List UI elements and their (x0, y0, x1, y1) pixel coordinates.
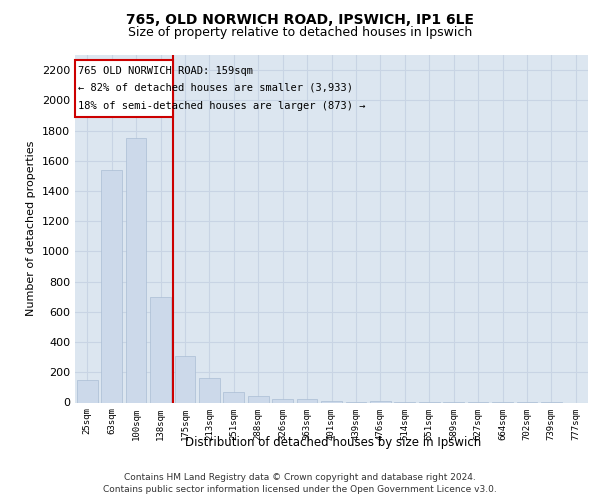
Bar (370, 401, 391, 402)
Bar (125, 138, 146, 402)
Bar (248, 396, 269, 402)
Text: ← 82% of detached houses are smaller (3,933): ← 82% of detached houses are smaller (3,… (79, 83, 353, 93)
Text: Distribution of detached houses by size in Ipswich: Distribution of detached houses by size … (185, 436, 481, 449)
Bar (101, 170, 122, 402)
Bar (150, 296, 171, 403)
Bar (321, 401, 342, 402)
Bar (296, 400, 317, 402)
Text: Size of property relative to detached houses in Ipswich: Size of property relative to detached ho… (128, 26, 472, 39)
Bar (199, 378, 220, 402)
FancyBboxPatch shape (76, 60, 173, 117)
Text: Contains HM Land Registry data © Crown copyright and database right 2024.: Contains HM Land Registry data © Crown c… (124, 473, 476, 482)
Text: 18% of semi-detached houses are larger (873) →: 18% of semi-detached houses are larger (… (79, 101, 366, 111)
Bar (77, 380, 98, 402)
Bar (272, 398, 293, 402)
Text: 765, OLD NORWICH ROAD, IPSWICH, IP1 6LE: 765, OLD NORWICH ROAD, IPSWICH, IP1 6LE (126, 12, 474, 26)
Text: 765 OLD NORWICH ROAD: 159sqm: 765 OLD NORWICH ROAD: 159sqm (79, 66, 253, 76)
Bar (223, 392, 244, 402)
Bar (175, 356, 196, 403)
Text: Contains public sector information licensed under the Open Government Licence v3: Contains public sector information licen… (103, 484, 497, 494)
Y-axis label: Number of detached properties: Number of detached properties (26, 141, 37, 316)
